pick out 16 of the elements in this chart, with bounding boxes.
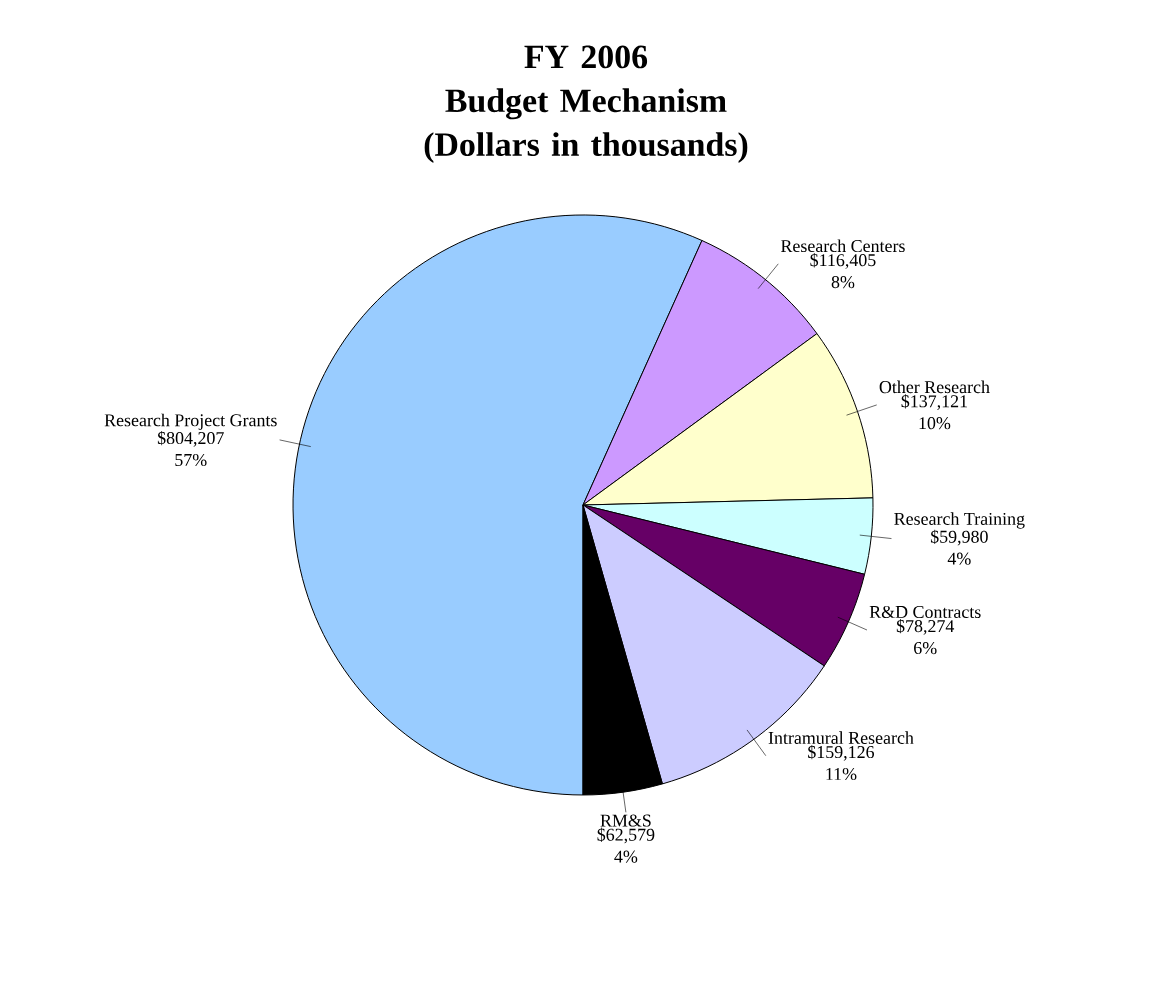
data-label: $78,274 6% [896, 619, 955, 655]
data-label: $59,980 4% [930, 529, 988, 565]
slice-label: RM&S [600, 814, 651, 827]
slice-label: Research Centers [780, 239, 905, 253]
data-label: $116,405 8% [810, 253, 876, 289]
slice-label: Research Project Grants [104, 413, 277, 430]
data-label: $159,126 11% [808, 744, 875, 781]
data-label: $804,207 57% [157, 430, 224, 467]
slice-label: Intramural Research [768, 731, 914, 744]
data-label: $62,579 4% [597, 827, 655, 863]
slice-label: R&D Contracts [869, 605, 981, 619]
slice-label: Other Research [879, 380, 990, 394]
data-label: $137,121 10% [901, 394, 967, 430]
slice-label: Research Training [894, 512, 1025, 529]
chart-title: FY 2006 [524, 45, 648, 69]
chart-subtitle: Budget Mechanism (Dollars in thousands) [424, 88, 748, 163]
